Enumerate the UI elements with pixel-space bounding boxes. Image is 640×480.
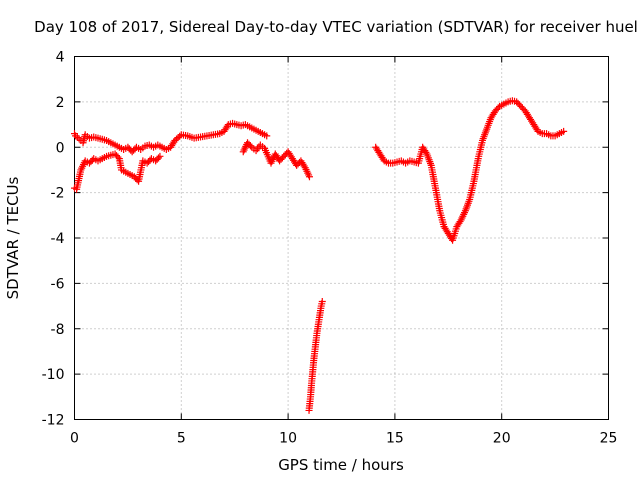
- x-tick-label: 15: [386, 431, 404, 447]
- series-early-upper: [71, 120, 270, 155]
- x-tick-label: 25: [600, 431, 618, 447]
- y-tick-label: -8: [51, 322, 65, 338]
- series-early-lower: [71, 151, 163, 193]
- y-tick-label: 4: [56, 50, 65, 66]
- series-late: [372, 97, 567, 244]
- x-tick-label: 0: [70, 431, 79, 447]
- x-axis-title: GPS time / hours: [278, 456, 404, 474]
- y-tick-label: -4: [51, 231, 65, 247]
- chart-title: Day 108 of 2017, Sidereal Day-to-day VTE…: [34, 18, 638, 36]
- x-tick-label: 10: [279, 431, 297, 447]
- y-axis-title: SDTVAR / TECUs: [4, 176, 22, 299]
- y-tick-label: -10: [42, 367, 65, 383]
- axes: 0 5 10 15 20 25 -12 -10 -8 -6 -4 -2 0 2 4: [42, 50, 618, 447]
- y-tick-label: -2: [51, 186, 65, 202]
- x-tick-label: 20: [493, 431, 511, 447]
- x-tick-label: 5: [177, 431, 186, 447]
- data-points: [71, 97, 567, 414]
- sdtvar-chart: Day 108 of 2017, Sidereal Day-to-day VTE…: [0, 0, 640, 480]
- y-tick-label: -12: [42, 413, 65, 429]
- y-tick-label: 0: [56, 140, 65, 156]
- y-tick-label: -6: [51, 276, 65, 292]
- y-tick-label: 2: [56, 95, 65, 111]
- series-steep-drop: [306, 298, 326, 414]
- series-mid-scatter: [240, 139, 313, 180]
